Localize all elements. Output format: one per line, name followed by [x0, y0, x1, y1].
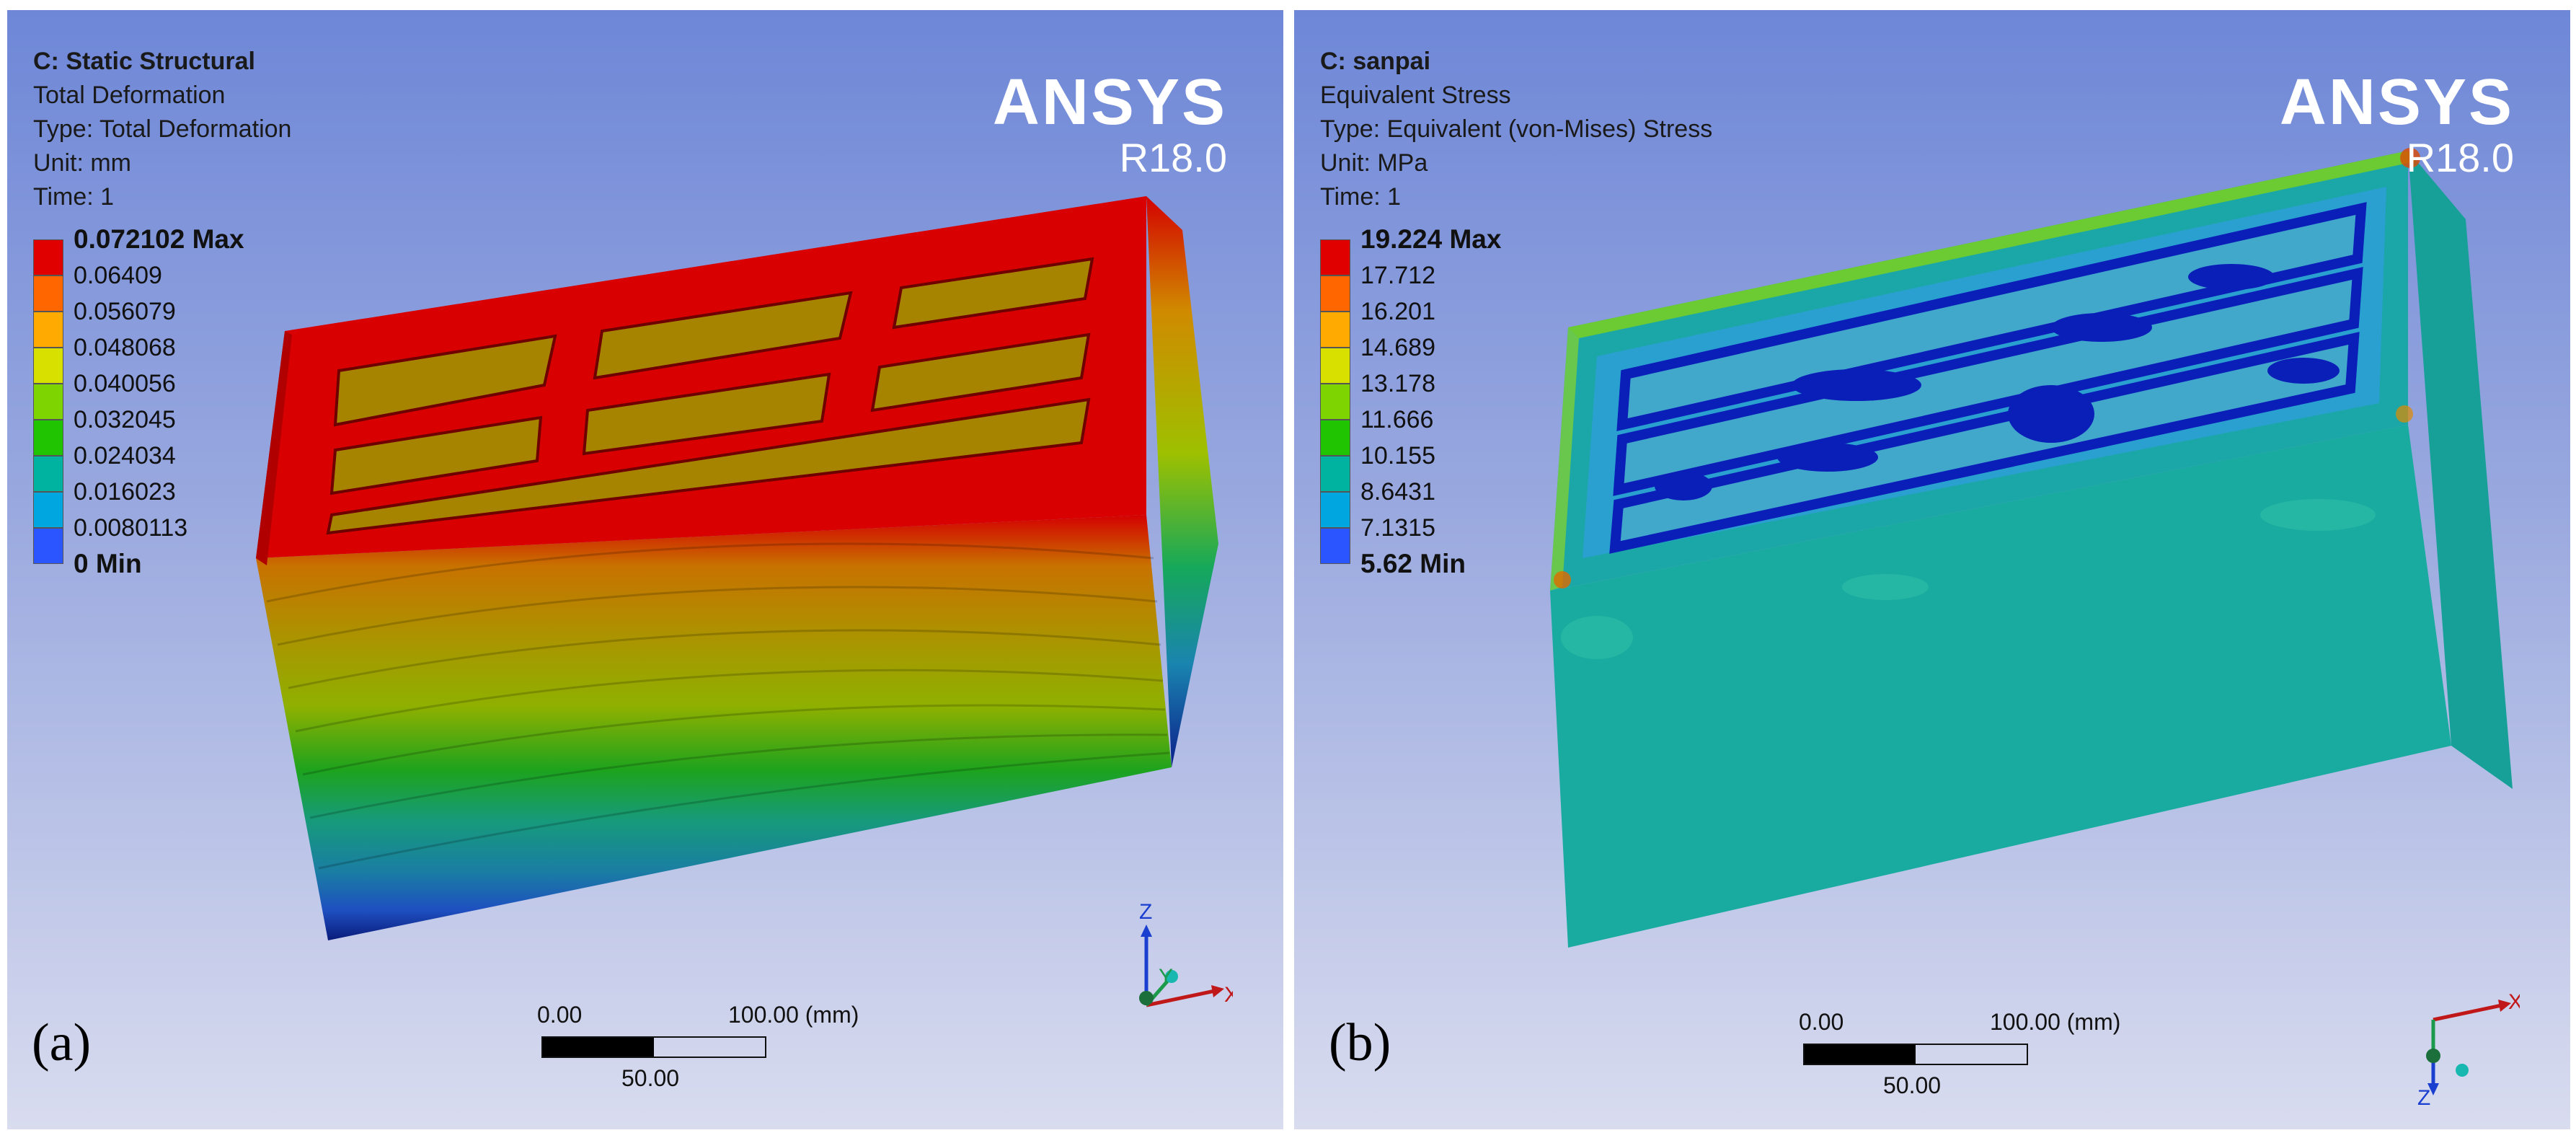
scale-start-label: 0.00: [1799, 1009, 1844, 1035]
legend-label: 0.0080113: [74, 514, 188, 542]
legend-swatch: [1320, 384, 1350, 420]
legend-swatch: [33, 312, 63, 348]
panel-total-deformation: C: Static Structural Total Deformation T…: [7, 10, 1283, 1129]
result-unit: Unit: MPa: [1320, 149, 1428, 177]
legend-label: 17.712: [1360, 262, 1435, 289]
scale-mid-label: 50.00: [1883, 1072, 1942, 1098]
legend-label: 0.06409: [74, 262, 162, 289]
legend-label: 14.689: [1360, 334, 1435, 361]
ansys-logo: ANSYS R18.0: [993, 68, 1227, 179]
legend-swatch: [1320, 492, 1350, 528]
ansys-logo: ANSYS R18.0: [2280, 68, 2514, 179]
legend-label: 0.024034: [74, 442, 176, 469]
triad-z-label: Z: [2417, 1086, 2430, 1106]
analysis-title: C: Static Structural: [33, 48, 255, 75]
legend-swatch: [33, 348, 63, 384]
legend-swatch: [33, 239, 63, 275]
front-face: [1550, 425, 2451, 948]
scale-bar-graphic: [541, 1036, 766, 1058]
legend-label: 0.032045: [74, 406, 176, 433]
axis-triad[interactable]: Z X: [2376, 976, 2520, 1106]
legend-swatch: [1320, 275, 1350, 312]
scale-mid-label: 50.00: [621, 1065, 680, 1091]
legend-label: 0.016023: [74, 478, 176, 506]
logo-version: R18.0: [1119, 135, 1227, 180]
legend-label: 11.666: [1360, 406, 1434, 433]
panel-equivalent-stress: C: sanpai Equivalent Stress Type: Equiva…: [1294, 10, 2570, 1129]
legend-swatch: [1320, 348, 1350, 384]
legend-swatch: [33, 420, 63, 456]
scale-end-label: 100.00 (mm): [728, 1002, 859, 1028]
legend-label: 0.056079: [74, 298, 176, 325]
legend-label: 0.040056: [74, 370, 176, 397]
legend-label-max: 19.224 Max: [1360, 224, 1502, 254]
scale-end-label: 100.00 (mm): [1990, 1009, 2121, 1035]
triad-y-label: Y: [1159, 965, 1173, 989]
result-unit: Unit: mm: [33, 149, 131, 177]
result-name: Equivalent Stress: [1320, 81, 1511, 109]
legend-swatch: [1320, 456, 1350, 492]
legend-label: 7.1315: [1360, 514, 1435, 542]
panel-label: (b): [1329, 1013, 1391, 1072]
model-view-stress[interactable]: [1294, 10, 2570, 1129]
analysis-title: C: sanpai: [1320, 48, 1431, 75]
legend-label-min: 0 Min: [74, 549, 142, 578]
legend-label: 8.6431: [1360, 478, 1435, 506]
result-name: Total Deformation: [33, 81, 226, 109]
logo-name: ANSYS: [992, 66, 1227, 138]
scale-bar: 0.00 100.00 (mm) 50.00: [1799, 1009, 2203, 1103]
scale-bar-graphic: [1803, 1044, 2028, 1065]
model-view-deformation[interactable]: [7, 10, 1283, 1129]
legend-swatch: [33, 384, 63, 420]
scale-bar: 0.00 100.00 (mm) 50.00: [537, 1002, 941, 1095]
logo-version: R18.0: [2406, 135, 2514, 180]
triad-x-label: X: [2508, 990, 2520, 1014]
result-header: C: Static Structural Total Deformation T…: [33, 45, 291, 214]
legend-label: 16.201: [1360, 298, 1435, 325]
result-time: Time: 1: [33, 183, 115, 211]
legend-label-max: 0.072102 Max: [74, 224, 244, 254]
legend-swatch: [33, 456, 63, 492]
triad-z-label: Z: [1139, 900, 1152, 924]
result-header: C: sanpai Equivalent Stress Type: Equiva…: [1320, 45, 1712, 214]
result-time: Time: 1: [1320, 183, 1402, 211]
legend-swatch: [33, 275, 63, 312]
legend-label-min: 5.62 Min: [1360, 549, 1466, 578]
legend-swatch: [1320, 528, 1350, 564]
axis-triad[interactable]: Z Y X: [1089, 897, 1233, 1027]
result-type: Type: Total Deformation: [33, 115, 292, 143]
legend-swatch: [33, 492, 63, 528]
front-face: [256, 515, 1172, 940]
logo-name: ANSYS: [2279, 66, 2514, 138]
triad-x-label: X: [1224, 983, 1233, 1007]
legend-swatch: [1320, 239, 1350, 275]
panel-label: (a): [32, 1013, 92, 1072]
result-type: Type: Equivalent (von-Mises) Stress: [1320, 115, 1713, 143]
legend-swatch: [1320, 420, 1350, 456]
legend-label: 10.155: [1360, 442, 1435, 469]
scale-start-label: 0.00: [537, 1002, 583, 1028]
legend-swatch: [33, 528, 63, 564]
legend-label: 0.048068: [74, 334, 176, 361]
legend-label: 13.178: [1360, 370, 1435, 397]
legend-swatch: [1320, 312, 1350, 348]
